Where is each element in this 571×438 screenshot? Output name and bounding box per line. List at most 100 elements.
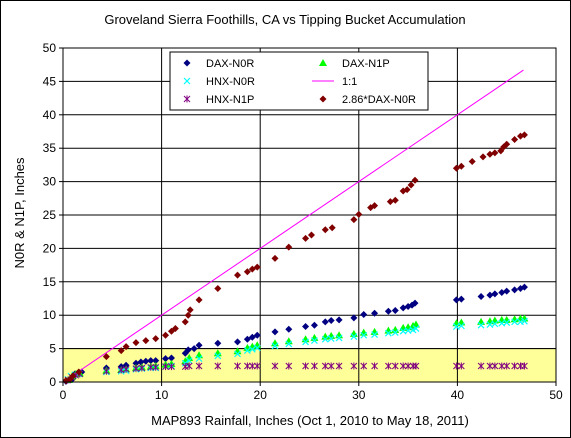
data-point [152,335,160,343]
data-point [371,309,379,317]
data-point [350,333,358,341]
data-point [122,365,130,373]
data-point [511,318,519,326]
data-point [186,306,194,314]
x-tick-label: 30 [352,388,366,402]
data-series [62,69,529,385]
data-point [391,362,399,370]
data-point [498,288,506,296]
y-tick-label: 25 [43,208,57,222]
data-point [253,362,261,370]
data-point [350,216,358,224]
data-point [185,357,193,365]
data-point [195,355,203,363]
legend-marker [183,77,191,85]
data-point [185,362,193,370]
y-tick-label: 10 [43,308,57,322]
data-point [520,131,528,139]
y-tick-label: 15 [43,275,57,289]
data-point [404,362,412,370]
data-point [335,316,343,324]
legend-label: HNX-N0R [206,76,255,88]
data-point [248,345,256,353]
data-point [350,362,358,370]
data-point [321,335,329,343]
data-point [503,140,511,148]
data-point [321,226,329,234]
data-point [184,311,192,319]
data-point [328,224,336,232]
x-tick-label: 10 [155,388,169,402]
data-point [457,322,465,330]
data-point [181,318,189,326]
data-point [403,186,411,194]
data-point [477,292,485,300]
data-point [491,290,499,298]
data-point [152,357,160,365]
data-point [285,243,293,251]
data-point [321,318,329,326]
x-tick-label: 40 [451,388,465,402]
series-4 [64,362,528,384]
data-point [486,150,494,158]
data-point [132,359,140,367]
data-point [122,343,130,351]
data-point [214,339,222,347]
data-point [302,338,309,346]
legend-box [169,51,429,111]
x-tick-label: 50 [549,388,563,402]
data-point [168,363,175,371]
data-point [384,307,392,315]
data-point [412,362,420,370]
data-point [335,334,343,342]
data-point [371,362,378,370]
data-point [285,362,293,370]
data-point [386,198,394,206]
y-tick-label: 20 [43,241,57,255]
data-point [75,368,83,376]
data-point [520,283,528,291]
tick-labels: 0 10 20 30 40 50 0 5 10 15 20 25 30 35 40 45 50 [43,41,563,402]
y-tick-label: 5 [49,342,56,356]
data-point [491,149,499,157]
plot-border [62,47,557,383]
data-point [503,319,511,326]
data-point [477,362,485,370]
data-point [511,362,518,370]
series-5 [62,131,528,385]
data-point [371,331,379,338]
data-point [271,328,279,336]
y-tick-label: 40 [43,108,57,122]
data-point [411,176,419,184]
data-point [271,342,279,350]
data-point [511,136,519,144]
y-tick-label: 0 [49,375,56,389]
data-point [327,317,335,325]
data-point [407,181,415,189]
data-point [167,354,175,362]
data-point [360,362,368,370]
y-axis-label: N0R & N1P, Inches [12,157,27,269]
data-point [271,362,279,370]
data-point [491,362,499,370]
data-point [310,321,318,329]
data-point [399,362,407,370]
data-point [162,355,170,363]
data-point [162,363,169,371]
data-point [69,372,77,380]
data-point [103,367,110,375]
data-point [486,362,494,370]
legend-marker [183,95,191,103]
data-point [411,299,419,307]
data-point [132,365,140,373]
data-point [457,162,465,170]
legend-label: 2.86*DAX-N0R [342,94,416,106]
data-point [137,358,145,366]
legend-label: 1:1 [342,76,357,88]
data-point [307,231,315,239]
data-point [102,353,110,361]
data-point [214,362,222,370]
data-point [371,202,379,210]
data-point [350,314,358,322]
